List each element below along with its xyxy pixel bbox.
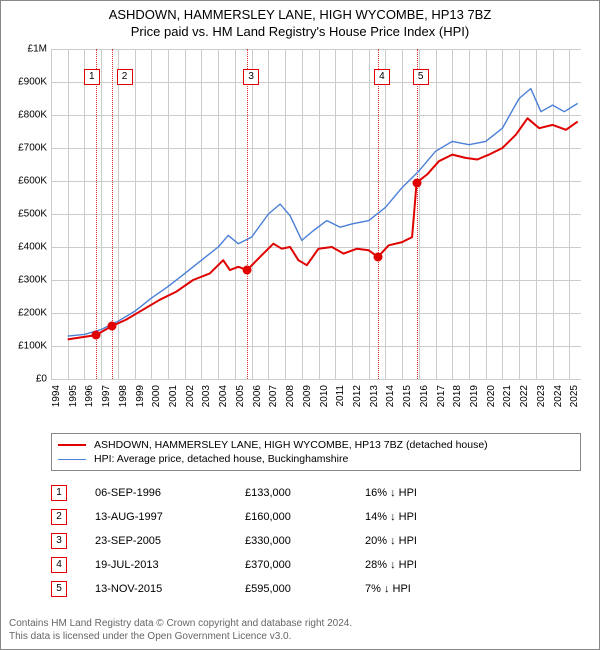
sales-diff: 7% ↓ HPI [365, 583, 485, 595]
series-line-hpi [68, 89, 578, 337]
sales-date: 23-SEP-2005 [95, 535, 245, 547]
sales-date: 19-JUL-2013 [95, 559, 245, 571]
chart-area: 1994199519961997199819992000200120022003… [1, 49, 600, 419]
sales-diff: 28% ↓ HPI [365, 559, 485, 571]
legend-item-property: ASHDOWN, HAMMERSLEY LANE, HIGH WYCOMBE, … [58, 438, 574, 452]
title-address: ASHDOWN, HAMMERSLEY LANE, HIGH WYCOMBE, … [1, 7, 599, 22]
y-tick-label: £100K [3, 341, 47, 352]
sales-date: 13-NOV-2015 [95, 583, 245, 595]
sales-price: £133,000 [245, 487, 365, 499]
series-svg [51, 49, 581, 379]
sale-marker-dot [91, 331, 100, 340]
legend-label-property: ASHDOWN, HAMMERSLEY LANE, HIGH WYCOMBE, … [94, 439, 488, 451]
sales-row: 2 13-AUG-1997£160,00014% ↓ HPI [51, 505, 581, 529]
title-subtitle: Price paid vs. HM Land Registry's House … [1, 24, 599, 39]
sale-marker-dot [243, 266, 252, 275]
chart-container: ASHDOWN, HAMMERSLEY LANE, HIGH WYCOMBE, … [0, 0, 600, 650]
sales-diff: 14% ↓ HPI [365, 511, 485, 523]
y-tick-label: £800K [3, 110, 47, 121]
legend-swatch-property [58, 444, 86, 446]
sales-row: 3 23-SEP-2005£330,00020% ↓ HPI [51, 529, 581, 553]
sale-marker-dot [412, 178, 421, 187]
gridline-h [51, 379, 581, 380]
y-tick-label: £0 [3, 374, 47, 385]
sales-date: 06-SEP-1996 [95, 487, 245, 499]
series-line-property [68, 118, 578, 339]
sale-marker-dot [107, 322, 116, 331]
sales-index-box: 1 [51, 485, 67, 501]
sales-table: 1 06-SEP-1996£133,00016% ↓ HPI 2 13-AUG-199… [51, 481, 581, 601]
y-tick-label: £400K [3, 242, 47, 253]
legend-label-hpi: HPI: Average price, detached house, Buck… [94, 453, 348, 465]
y-tick-label: £900K [3, 77, 47, 88]
sales-price: £330,000 [245, 535, 365, 547]
y-tick-label: £700K [3, 143, 47, 154]
title-block: ASHDOWN, HAMMERSLEY LANE, HIGH WYCOMBE, … [1, 1, 599, 39]
sales-index-box: 3 [51, 533, 67, 549]
sales-index-box: 4 [51, 557, 67, 573]
sales-diff: 16% ↓ HPI [365, 487, 485, 499]
sales-row: 5 13-NOV-2015£595,0007% ↓ HPI [51, 577, 581, 601]
y-tick-label: £500K [3, 209, 47, 220]
sales-row: 1 06-SEP-1996£133,00016% ↓ HPI [51, 481, 581, 505]
y-tick-label: £600K [3, 176, 47, 187]
sales-index-box: 5 [51, 581, 67, 597]
sales-index-box: 2 [51, 509, 67, 525]
y-tick-label: £200K [3, 308, 47, 319]
y-tick-label: £300K [3, 275, 47, 286]
sales-diff: 20% ↓ HPI [365, 535, 485, 547]
sales-row: 4 19-JUL-2013£370,00028% ↓ HPI [51, 553, 581, 577]
footer-licence: This data is licensed under the Open Gov… [9, 630, 352, 643]
sales-price: £595,000 [245, 583, 365, 595]
legend: ASHDOWN, HAMMERSLEY LANE, HIGH WYCOMBE, … [51, 433, 581, 471]
plot-area: 1994199519961997199819992000200120022003… [51, 49, 581, 379]
sales-price: £370,000 [245, 559, 365, 571]
sales-price: £160,000 [245, 511, 365, 523]
legend-item-hpi: HPI: Average price, detached house, Buck… [58, 452, 574, 466]
footer-copyright: Contains HM Land Registry data © Crown c… [9, 617, 352, 630]
sale-marker-dot [373, 252, 382, 261]
footer: Contains HM Land Registry data © Crown c… [9, 617, 352, 643]
y-tick-label: £1M [3, 44, 47, 55]
legend-swatch-hpi [58, 459, 86, 460]
sales-date: 13-AUG-1997 [95, 511, 245, 523]
